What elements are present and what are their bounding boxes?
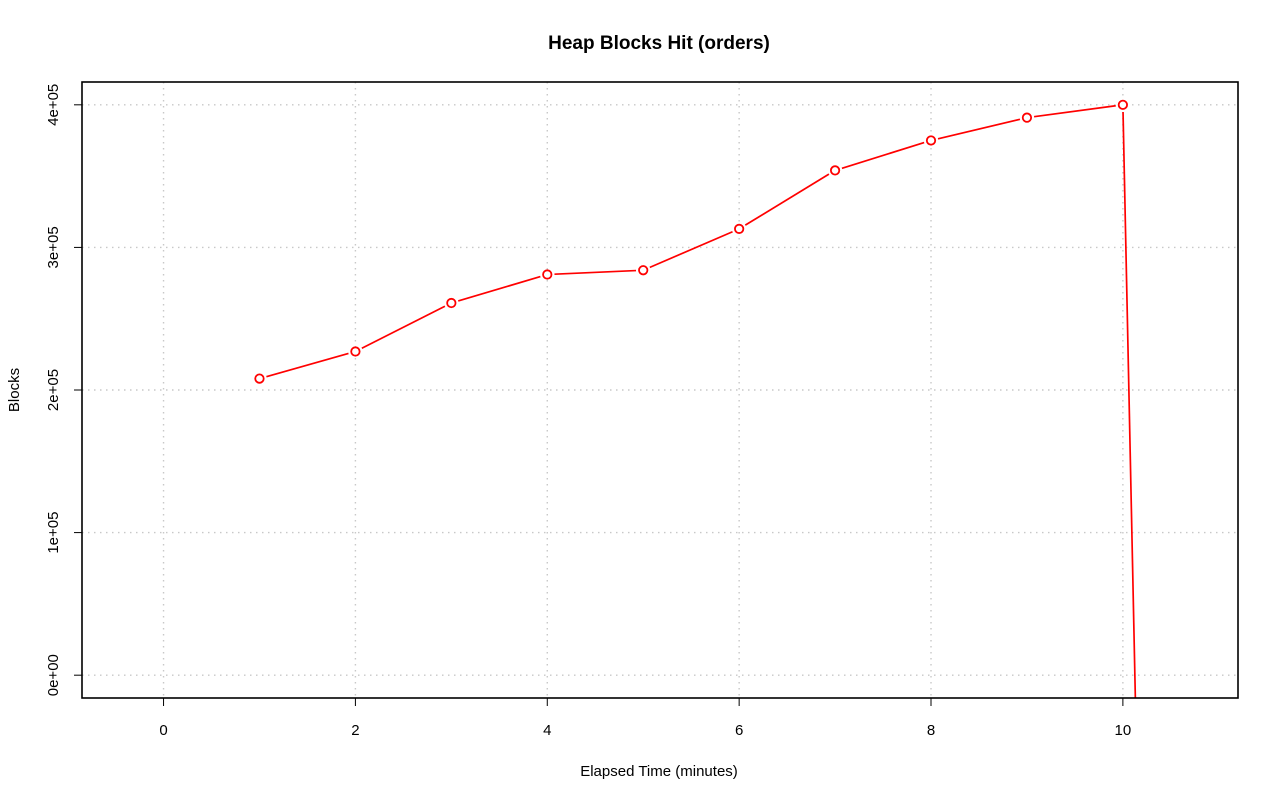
series-group [254, 99, 1137, 698]
chart-title: Heap Blocks Hit (orders) [548, 33, 770, 54]
data-point [1021, 112, 1033, 123]
x-tick-label: 0 [159, 722, 167, 739]
axis-ticks: 0 2 4 6 8 10 0e+00 1e+05 2e+05 3e+05 4e+05 [45, 84, 1131, 739]
y-tick-label: 2e+05 [45, 369, 62, 411]
x-axis-label: Elapsed Time (minutes) [580, 763, 738, 780]
series-line-segment [841, 141, 925, 170]
series-line-segment [744, 173, 830, 226]
series-line-segment [458, 275, 541, 302]
series-layer [254, 99, 1137, 698]
x-tick-label: 2 [351, 722, 359, 739]
y-tick-label: 3e+05 [45, 226, 62, 268]
series-line-segment [1122, 111, 1137, 698]
x-tick-label: 4 [543, 722, 551, 739]
data-point [446, 297, 457, 309]
data-point [638, 265, 649, 276]
data-point [829, 165, 841, 176]
series-line-segment [266, 352, 349, 378]
x-tick-label: 10 [1115, 722, 1132, 739]
data-point [734, 223, 745, 234]
series-line-segment [1033, 104, 1116, 118]
data-point [1117, 99, 1128, 110]
grid-lines [82, 82, 1238, 698]
series-line-segment [554, 269, 637, 276]
series-line-segment [361, 305, 446, 350]
plot-area-border [81, 81, 1239, 699]
x-tick-label: 8 [927, 722, 935, 739]
data-point [542, 269, 553, 280]
x-tick-label: 6 [735, 722, 743, 739]
data-point [350, 346, 361, 357]
series-line-segment [937, 118, 1021, 140]
data-point [254, 373, 265, 384]
y-tick-label: 1e+05 [45, 512, 62, 554]
y-axis-label: Blocks [6, 368, 23, 412]
y-tick-label: 4e+05 [45, 84, 62, 126]
data-point [925, 135, 937, 146]
y-tick-label: 0e+00 [45, 654, 62, 696]
series-line-segment [649, 230, 733, 269]
